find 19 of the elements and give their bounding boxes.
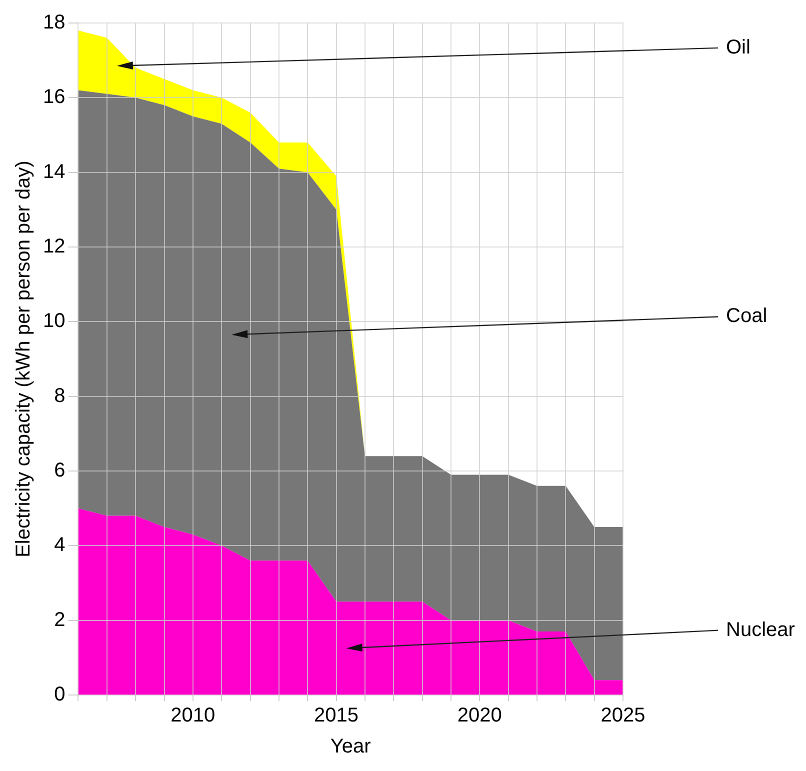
y-tick-label: 12 — [42, 236, 66, 258]
x-tick-label: 2015 — [314, 704, 359, 727]
text: Oil — [726, 36, 750, 58]
y-tick-label: 0 — [54, 684, 66, 706]
text: Nuclear — [726, 618, 796, 641]
y-tick-label: 16 — [42, 86, 66, 108]
y-tick-label: 8 — [54, 384, 66, 407]
x-tick-label: 2025 — [600, 704, 646, 727]
y-tick-label: 10 — [42, 310, 66, 332]
y-tick-label: 14 — [42, 160, 66, 183]
y-axis-title: Electricity capacity (kWh per person per day) — [12, 160, 35, 558]
y-tick-label: 6 — [54, 460, 66, 482]
x-axis-title: Year — [330, 736, 372, 758]
y-tick-label: 18 — [42, 12, 66, 34]
y-tick-label: 2 — [54, 608, 66, 631]
x-tick-label: 2020 — [457, 704, 502, 727]
text: Coal — [726, 305, 768, 328]
x-tick-label: 2010 — [170, 704, 216, 727]
y-tick-label: 4 — [54, 534, 66, 556]
